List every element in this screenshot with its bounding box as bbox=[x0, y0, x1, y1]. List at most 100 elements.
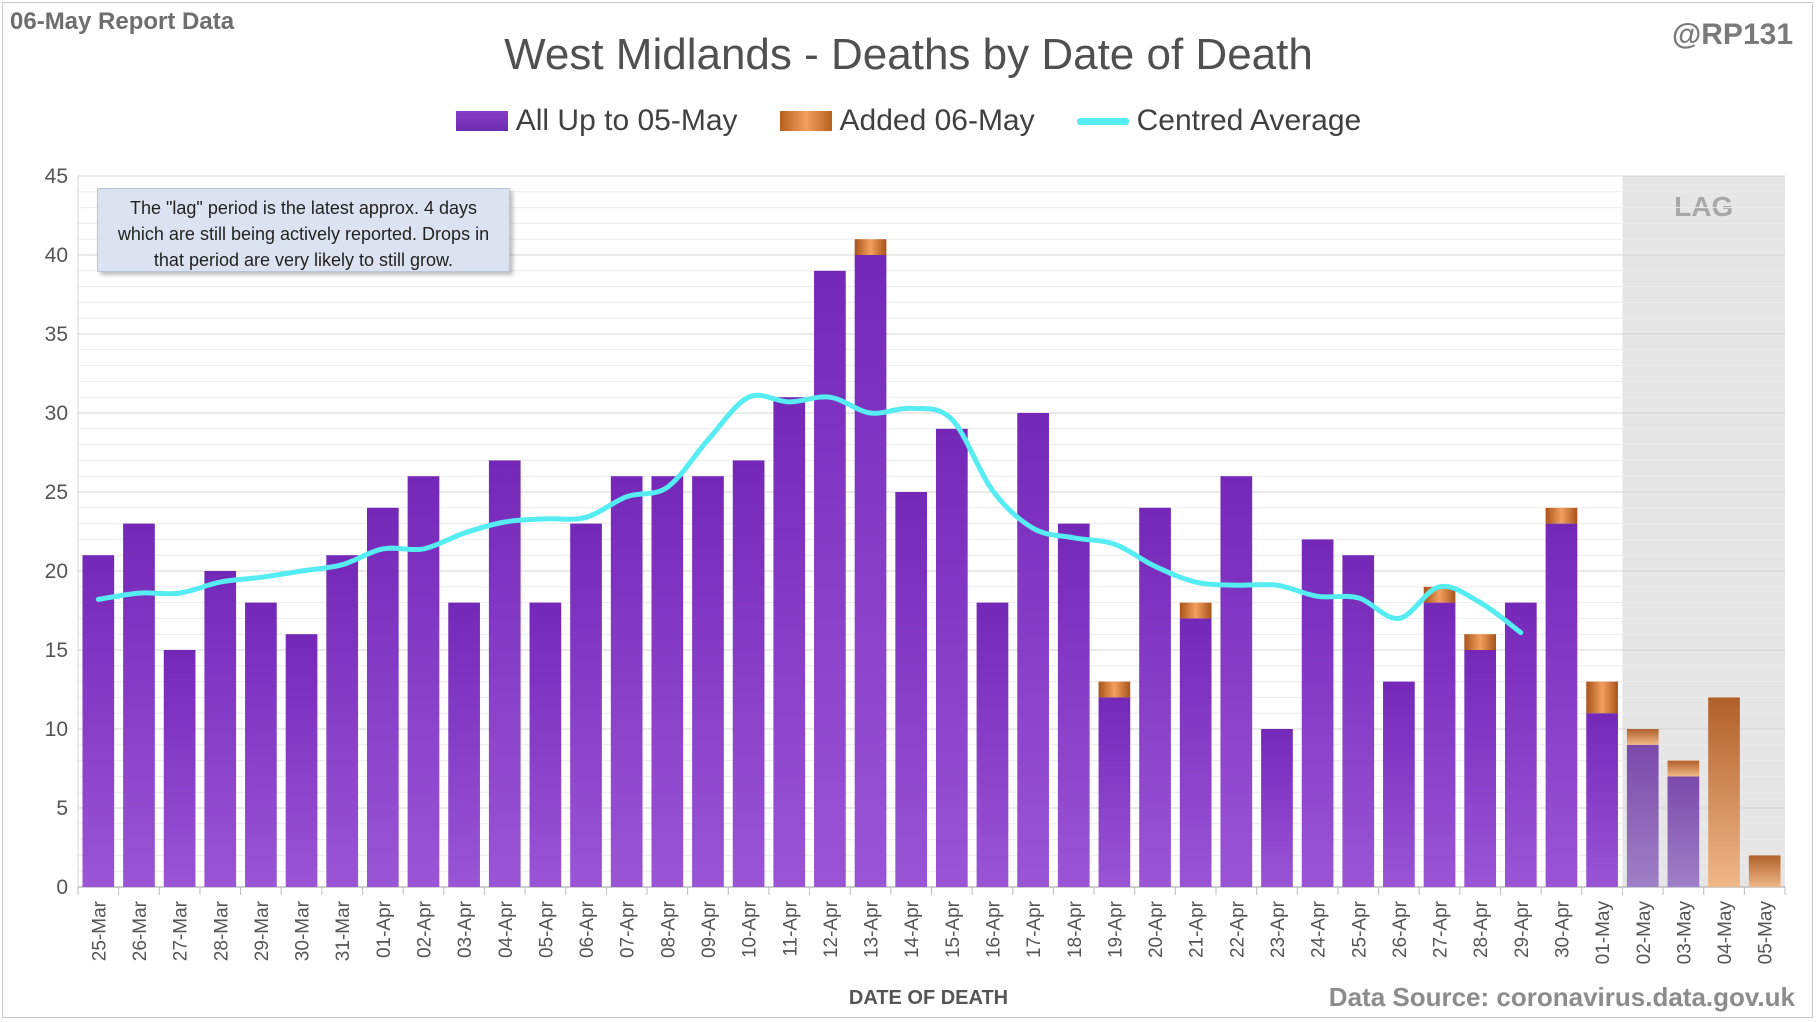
bar-all-27-Apr bbox=[1423, 602, 1456, 887]
bar-all-26-Apr bbox=[1383, 681, 1415, 887]
bar-all-21-Apr bbox=[1179, 618, 1212, 887]
x-tick-label-07-Apr: 07-Apr bbox=[618, 900, 639, 958]
bar-all-28-Mar bbox=[204, 571, 237, 887]
legend-swatch-added bbox=[779, 111, 832, 131]
bar-all-25-Mar bbox=[82, 555, 115, 887]
bar-all-17-Apr bbox=[1017, 413, 1049, 887]
x-tick-label-30-Apr: 30-Apr bbox=[1552, 900, 1573, 958]
x-tick-label-20-Apr: 20-Apr bbox=[1146, 900, 1167, 958]
x-tick-label-08-Apr: 08-Apr bbox=[658, 900, 679, 958]
x-tick-label-29-Mar: 29-Mar bbox=[252, 900, 273, 961]
x-tick-label-05-May: 05-May bbox=[1756, 901, 1777, 965]
x-tick-label-25-Mar: 25-Mar bbox=[89, 900, 110, 961]
bar-added-30-Apr bbox=[1545, 507, 1578, 524]
legend-label-all: All Up to 05-May bbox=[515, 104, 738, 137]
x-tick-label-13-Apr: 13-Apr bbox=[862, 900, 883, 958]
bar-added-05-May bbox=[1748, 855, 1781, 887]
x-tick-label-23-Apr: 23-Apr bbox=[1268, 900, 1289, 958]
y-tick-label: 10 bbox=[45, 718, 68, 741]
bar-added-19-Apr bbox=[1098, 681, 1131, 698]
bar-added-02-May bbox=[1626, 729, 1659, 745]
y-tick-label: 15 bbox=[45, 639, 68, 662]
bar-all-03-May bbox=[1667, 776, 1700, 887]
x-tick-label-24-Apr: 24-Apr bbox=[1309, 900, 1330, 958]
bar-added-21-Apr bbox=[1179, 602, 1212, 619]
x-tick-label-02-May: 02-May bbox=[1634, 901, 1655, 965]
bar-all-15-Apr bbox=[935, 428, 968, 887]
x-tick-label-15-Apr: 15-Apr bbox=[943, 900, 964, 958]
bar-all-06-Apr bbox=[570, 523, 602, 887]
legend-label-added: Added 06-May bbox=[839, 104, 1035, 137]
bar-all-05-Apr bbox=[529, 602, 562, 887]
report-date-label: 06-May Report Data bbox=[10, 8, 235, 35]
x-tick-label-25-Apr: 25-Apr bbox=[1349, 900, 1370, 958]
legend-item-added: Added 06-May bbox=[779, 104, 1035, 138]
bar-added-03-May bbox=[1667, 760, 1700, 777]
bar-all-23-Apr bbox=[1261, 729, 1293, 887]
x-tick-label-03-Apr: 03-Apr bbox=[455, 900, 476, 958]
bar-all-13-Apr bbox=[854, 255, 887, 887]
legend-swatch-average bbox=[1076, 117, 1129, 125]
x-axis-title: DATE OF DEATH bbox=[849, 987, 1008, 1009]
x-tick-label-05-Apr: 05-Apr bbox=[536, 900, 557, 958]
y-tick-label: 40 bbox=[45, 244, 68, 267]
x-tick-label-04-May: 04-May bbox=[1715, 901, 1736, 965]
x-tick-label-22-Apr: 22-Apr bbox=[1227, 900, 1248, 958]
x-tick-label-14-Apr: 14-Apr bbox=[902, 900, 923, 958]
x-tick-label-17-Apr: 17-Apr bbox=[1024, 900, 1045, 958]
y-tick-label: 0 bbox=[56, 876, 68, 899]
legend-swatch-all bbox=[455, 111, 508, 131]
bar-all-29-Mar bbox=[245, 602, 277, 887]
x-tick-label-12-Apr: 12-Apr bbox=[821, 900, 842, 958]
bar-all-12-Apr bbox=[814, 270, 846, 887]
x-tick-label-06-Apr: 06-Apr bbox=[577, 900, 598, 958]
x-tick-label-11-Apr: 11-Apr bbox=[780, 900, 801, 956]
bar-all-02-Apr bbox=[407, 476, 440, 887]
x-tick-label-28-Mar: 28-Mar bbox=[211, 900, 232, 961]
x-tick-label-02-Apr: 02-Apr bbox=[414, 900, 435, 958]
chart-title: West Midlands - Deaths by Date of Death bbox=[504, 30, 1313, 79]
bar-all-16-Apr bbox=[976, 602, 1009, 887]
y-tick-label: 20 bbox=[45, 560, 68, 583]
x-tick-label-30-Mar: 30-Mar bbox=[293, 900, 314, 961]
bar-added-28-Apr bbox=[1464, 634, 1497, 650]
bar-all-18-Apr bbox=[1057, 523, 1090, 887]
y-tick-label: 45 bbox=[45, 165, 68, 188]
x-tick-label-28-Apr: 28-Apr bbox=[1471, 900, 1492, 958]
bar-all-01-May bbox=[1586, 713, 1618, 887]
chart-legend: All Up to 05-May Added 06-May Centred Av… bbox=[0, 104, 1817, 138]
bar-all-30-Mar bbox=[285, 634, 318, 887]
data-source-label: Data Source: coronavirus.data.gov.uk bbox=[1328, 982, 1795, 1012]
bar-all-29-Apr bbox=[1504, 602, 1537, 887]
x-tick-label-09-Apr: 09-Apr bbox=[699, 900, 720, 958]
bar-all-09-Apr bbox=[692, 476, 724, 887]
bar-added-13-Apr bbox=[854, 239, 887, 255]
x-tick-label-31-Mar: 31-Mar bbox=[333, 900, 354, 961]
bar-added-04-May bbox=[1708, 697, 1740, 887]
x-tick-label-04-Apr: 04-Apr bbox=[496, 900, 517, 958]
bar-all-28-Apr bbox=[1464, 650, 1497, 887]
legend-item-average: Centred Average bbox=[1076, 104, 1361, 138]
bar-all-03-Apr bbox=[448, 602, 480, 887]
x-tick-label-01-Apr: 01-Apr bbox=[374, 900, 395, 958]
bar-all-14-Apr bbox=[895, 492, 928, 887]
y-tick-label: 30 bbox=[45, 402, 68, 425]
x-tick-label-26-Apr: 26-Apr bbox=[1390, 900, 1411, 958]
x-tick-label-19-Apr: 19-Apr bbox=[1105, 900, 1126, 958]
bar-all-30-Apr bbox=[1545, 523, 1578, 887]
author-handle: @RP131 bbox=[1672, 18, 1793, 51]
x-tick-label-26-Mar: 26-Mar bbox=[130, 900, 151, 961]
bar-all-11-Apr bbox=[773, 397, 806, 887]
x-tick-label-18-Apr: 18-Apr bbox=[1065, 900, 1086, 958]
x-tick-label-03-May: 03-May bbox=[1674, 901, 1695, 965]
bar-all-26-Mar bbox=[123, 523, 155, 887]
x-tick-label-27-Mar: 27-Mar bbox=[171, 900, 192, 961]
bar-all-31-Mar bbox=[326, 555, 359, 887]
lag-annotation: The "lag" period is the latest approx. 4… bbox=[97, 188, 510, 272]
x-tick-label-16-Apr: 16-Apr bbox=[983, 900, 1004, 958]
bar-all-07-Apr bbox=[610, 476, 643, 887]
bar-all-01-Apr bbox=[366, 507, 399, 887]
bar-all-19-Apr bbox=[1098, 697, 1131, 887]
